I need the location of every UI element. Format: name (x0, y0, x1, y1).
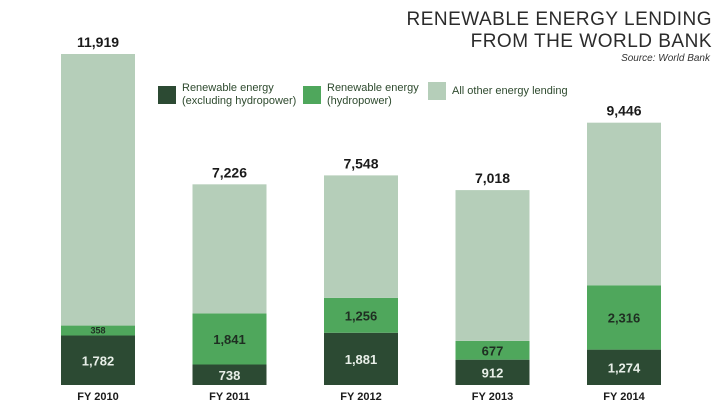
bar-segment-non-hydro-1 (61, 335, 135, 385)
bar-total-label-4: 7,018 (475, 170, 510, 186)
bar-segment-hydro-2 (192, 313, 267, 365)
legend-label-non-hydro: Renewable energy (excluding hydropower) (182, 82, 296, 108)
bar-segment-other-3 (324, 175, 398, 298)
bar-total-label-5: 9,446 (606, 103, 641, 119)
legend-item-hydro: Renewable energy (hydropower) (303, 82, 419, 108)
bar-segment-hydro-1 (61, 325, 135, 336)
legend-label-hydro: Renewable energy (hydropower) (327, 82, 419, 108)
x-tick-label-3: FY 2012 (340, 391, 381, 403)
bar-value-label-hydro-1: 358 (90, 326, 105, 336)
bar-value-label-non-hydro-2: 738 (219, 368, 241, 383)
legend-label-other: All other energy lending (452, 85, 568, 98)
legend-label-non-hydro-line-1: Renewable energy (182, 82, 274, 94)
x-tick-label-1: FY 2010 (77, 391, 118, 403)
bar-segment-hydro-4 (455, 340, 530, 360)
bar-segment-non-hydro-3 (324, 332, 398, 385)
x-tick-label-2: FY 2011 (209, 391, 250, 403)
bar-segment-hydro-5 (587, 285, 661, 350)
bar-value-label-non-hydro-4: 912 (482, 365, 504, 380)
bar-value-label-hydro-3: 1,256 (345, 308, 378, 323)
bar-segment-other-2 (192, 184, 267, 314)
bar-value-label-non-hydro-5: 1,274 (608, 360, 641, 375)
legend-label-hydro-line-1: Renewable energy (327, 82, 419, 94)
bar-value-label-hydro-2: 1,841 (213, 332, 246, 347)
legend-label-non-hydro-line-2: (excluding hydropower) (182, 95, 297, 107)
bar-segment-non-hydro-5 (587, 349, 661, 385)
chart-title-line-1: RENEWABLE ENERGY LENDING (406, 9, 712, 30)
legend-swatch-other (428, 82, 446, 100)
legend-label-hydro-line-2: (hydropower) (327, 95, 392, 107)
legend-item-other: All other energy lending (428, 82, 568, 100)
legend-item-non-hydro: Renewable energy (excluding hydropower) (158, 82, 296, 108)
bar-value-label-hydro-5: 2,316 (608, 310, 641, 325)
bar-segment-other-1 (61, 54, 135, 326)
bar-segment-non-hydro-4 (455, 359, 530, 385)
legend-swatch-non-hydro (158, 86, 176, 104)
legend-label-other-line-1: All other energy lending (452, 84, 568, 97)
chart-title-line-2: FROM THE WORLD BANK (470, 31, 712, 52)
bar-total-label-1: 11,919 (77, 34, 119, 50)
bar-segment-hydro-3 (324, 297, 398, 333)
bar-value-label-hydro-4: 677 (482, 343, 504, 358)
bar-segment-other-4 (455, 190, 530, 341)
chart-source: Source: World Bank (621, 53, 710, 64)
x-tick-label-5: FY 2014 (603, 391, 645, 403)
bar-total-label-3: 7,548 (343, 155, 378, 171)
legend-swatch-hydro (303, 86, 321, 104)
bar-segment-non-hydro-2 (192, 364, 267, 385)
x-tick-label-4: FY 2013 (472, 391, 513, 403)
bar-value-label-non-hydro-1: 1,782 (82, 353, 115, 368)
bar-value-label-non-hydro-3: 1,881 (345, 352, 378, 367)
bar-segment-other-5 (587, 122, 661, 286)
bar-total-label-2: 7,226 (212, 164, 247, 180)
